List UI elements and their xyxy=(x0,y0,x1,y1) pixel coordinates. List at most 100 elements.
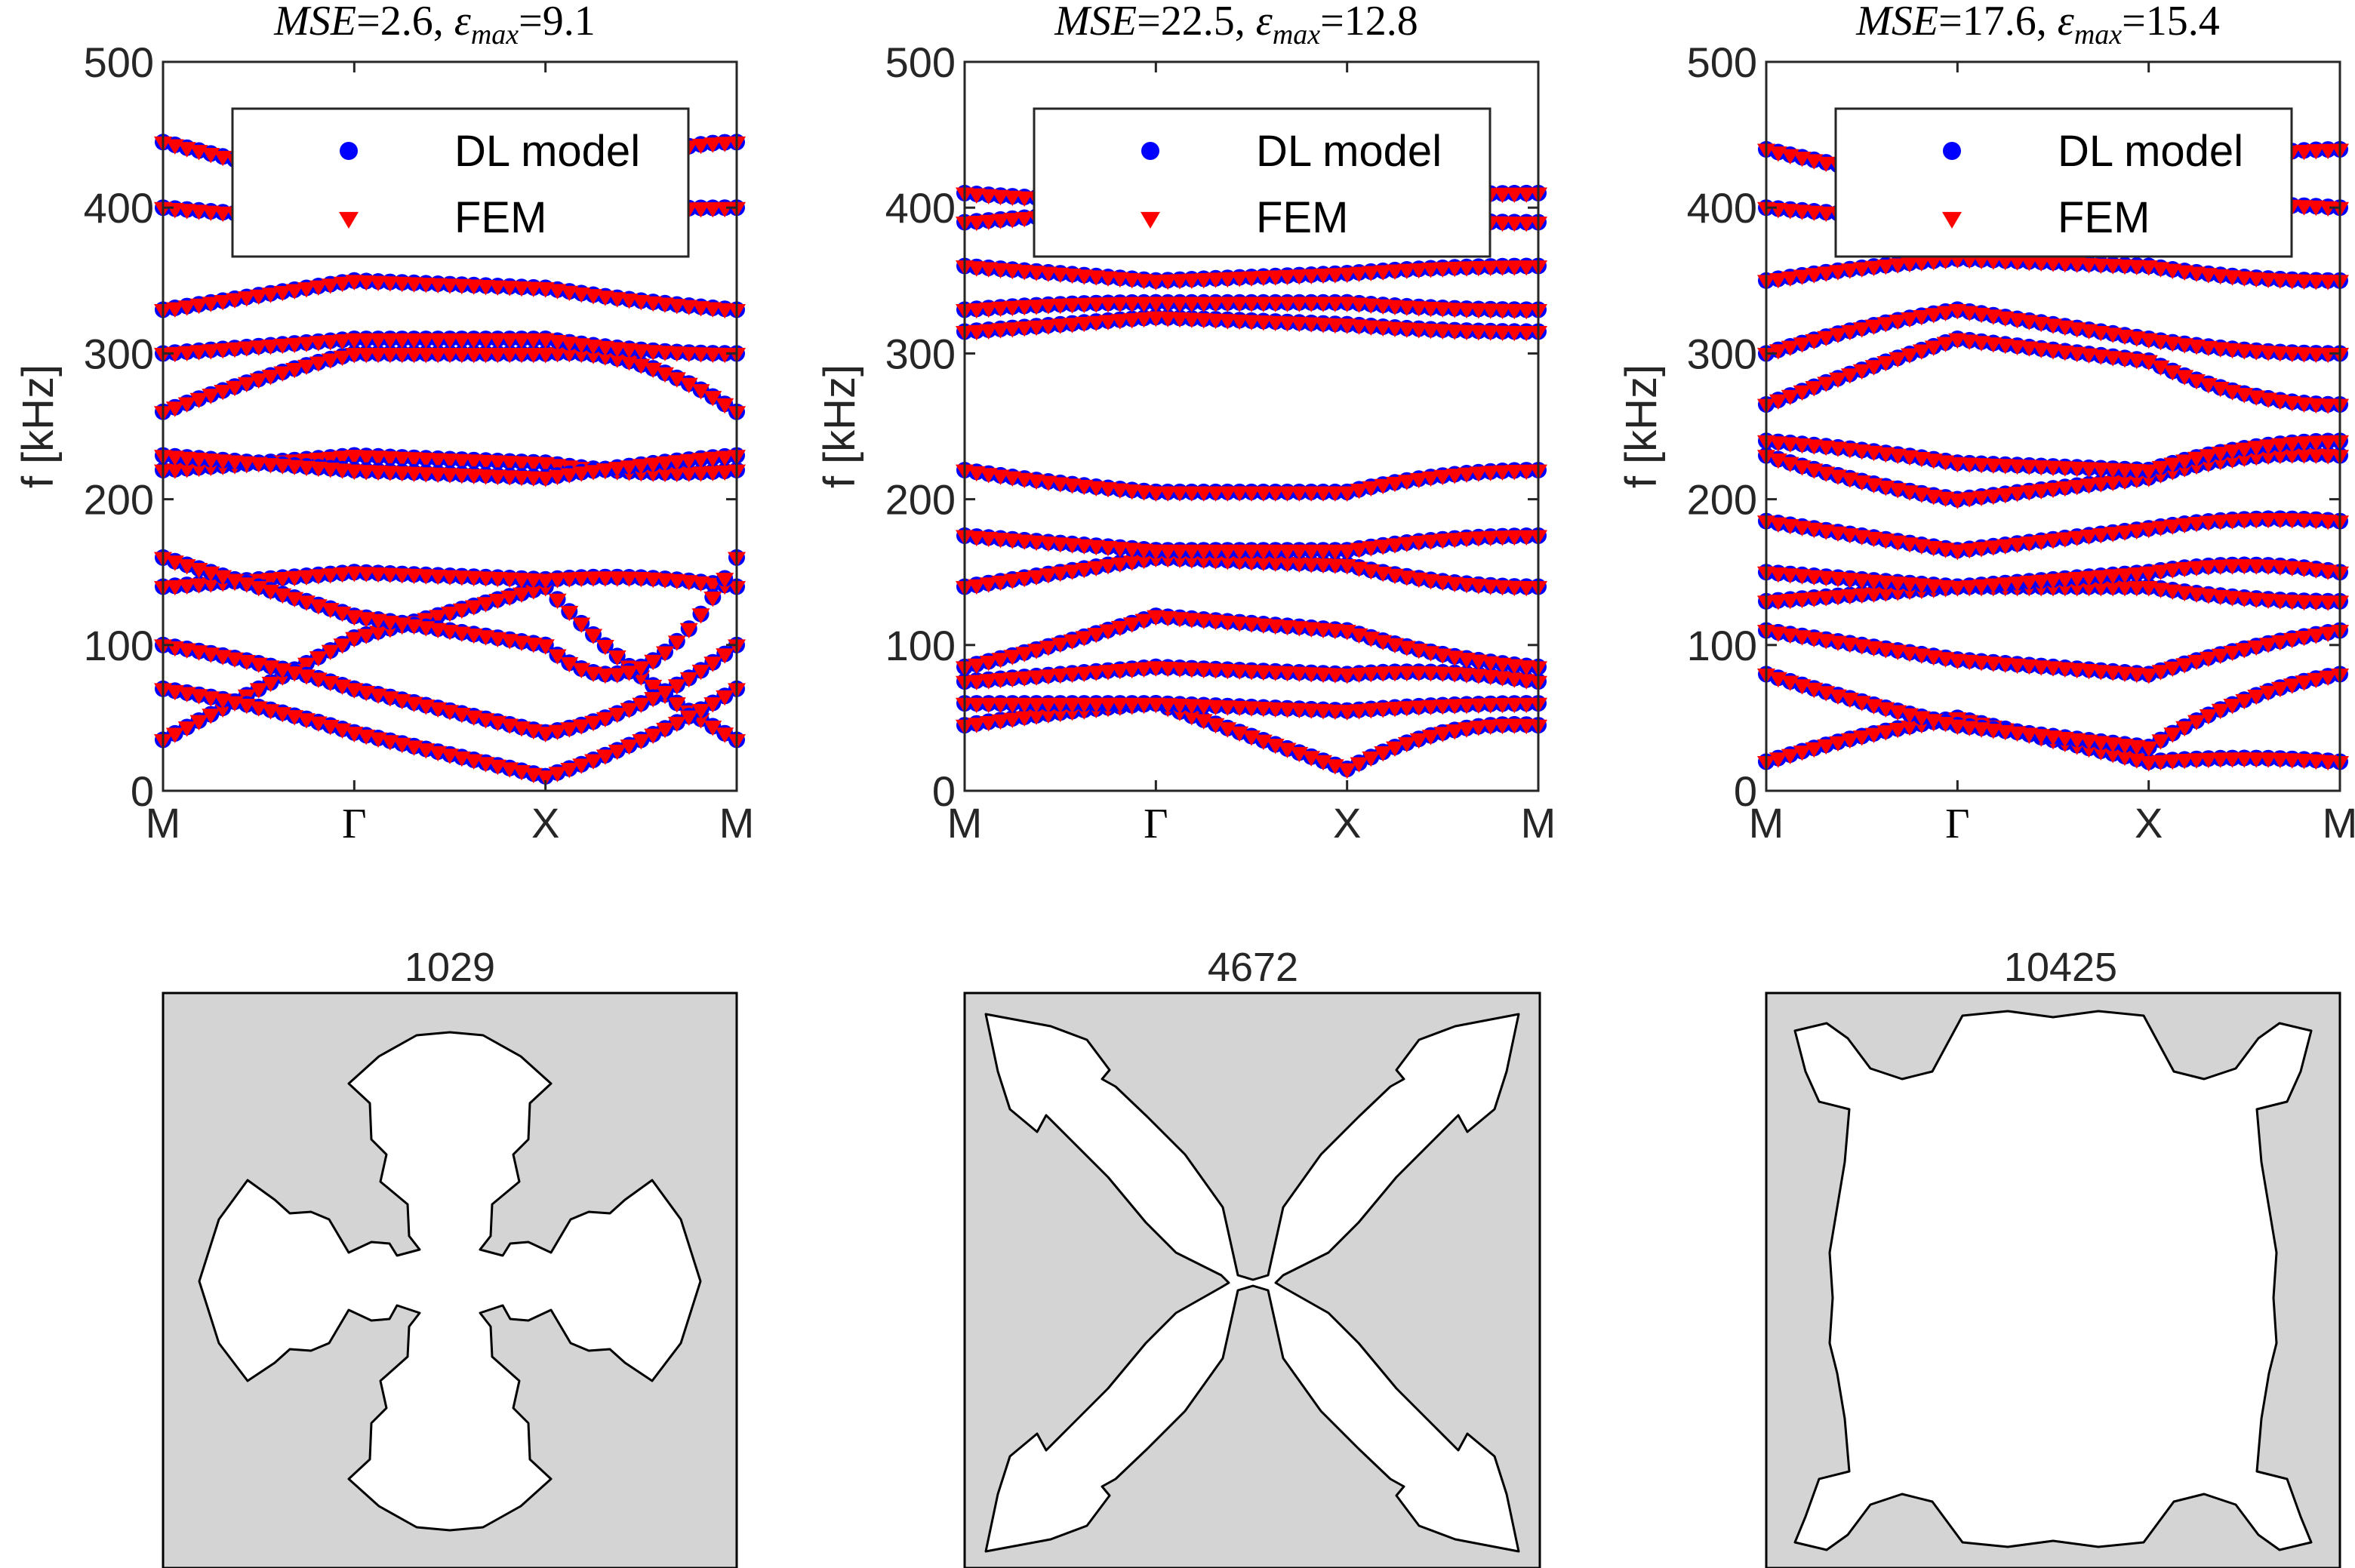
fem-point xyxy=(1829,590,1847,606)
fem-point xyxy=(500,348,519,364)
fem-point xyxy=(560,605,579,622)
fem-point xyxy=(189,461,208,478)
fem-point xyxy=(1829,572,1847,588)
fem-point xyxy=(1781,389,1799,406)
fem-point xyxy=(1781,594,1799,610)
fem-point xyxy=(1254,618,1273,634)
y-tick-label: 500 xyxy=(1687,38,1757,86)
fem-point xyxy=(261,370,280,386)
x-tick-label: X xyxy=(531,799,559,847)
fem-point xyxy=(2307,672,2326,689)
fem-point xyxy=(1936,254,1955,270)
fem-point xyxy=(691,704,710,720)
fem-point xyxy=(967,215,986,232)
fem-point xyxy=(1409,536,1428,552)
fem-band-2 xyxy=(154,683,746,786)
fem-point xyxy=(2223,343,2242,359)
fem-point xyxy=(2307,200,2326,217)
fem-point xyxy=(1481,580,1500,595)
fem-point xyxy=(1469,531,1488,547)
fem-point xyxy=(2151,521,2170,537)
fem-point xyxy=(1194,544,1213,561)
fem-point xyxy=(1051,638,1070,653)
fem-point xyxy=(2032,535,2051,551)
unit-cell-label-3: 10425 xyxy=(2004,945,2117,990)
fem-point xyxy=(2319,670,2338,687)
fem-point xyxy=(429,467,448,484)
fem-point xyxy=(2319,398,2338,414)
fem-point xyxy=(1003,650,1022,666)
fem-point xyxy=(429,570,448,586)
fem-point xyxy=(452,333,471,349)
fem-point xyxy=(1350,757,1368,773)
fem-point xyxy=(177,346,196,361)
fem-point xyxy=(249,340,268,356)
fem-point xyxy=(1278,316,1297,332)
fem-point xyxy=(979,189,998,205)
fem-point xyxy=(1254,555,1273,572)
fem-point xyxy=(656,722,674,739)
fem-point xyxy=(632,459,651,475)
fem-point xyxy=(1924,579,1943,595)
fem-point xyxy=(1051,537,1070,553)
fem-point xyxy=(716,690,734,706)
fem-point xyxy=(1147,275,1165,291)
fem-point xyxy=(2032,256,2051,272)
fem-point xyxy=(703,592,722,607)
y-tick-label: 200 xyxy=(885,476,956,524)
fem-point xyxy=(1840,573,1859,589)
fem-point xyxy=(202,709,220,724)
fem-point xyxy=(1027,709,1045,725)
fem-point xyxy=(513,456,531,472)
fem-point xyxy=(1230,616,1249,632)
fem-point xyxy=(345,464,364,480)
legend-label-fem: FEM xyxy=(2058,193,2150,242)
fem-point xyxy=(1122,697,1141,714)
fem-point xyxy=(1374,299,1393,315)
legend-label-fem: FEM xyxy=(1256,193,1348,242)
fem-point xyxy=(1325,759,1344,775)
fem-point xyxy=(1350,297,1368,313)
fem-point xyxy=(979,674,998,690)
fem-point xyxy=(297,657,316,673)
fem-point xyxy=(1015,697,1034,714)
fem-point xyxy=(560,468,579,484)
fem-point xyxy=(1278,486,1297,502)
fem-point xyxy=(979,656,998,672)
fem-point xyxy=(1901,577,1919,593)
fem-point xyxy=(2008,459,2027,475)
fem-point xyxy=(321,463,340,478)
fem-point xyxy=(237,456,256,472)
fem-point xyxy=(991,533,1010,549)
fem-point xyxy=(1015,321,1034,337)
fem-point xyxy=(1314,486,1332,502)
fem-point xyxy=(2259,559,2277,576)
fem-point xyxy=(1051,669,1070,684)
fem-point xyxy=(967,324,986,341)
fem-point xyxy=(2283,561,2301,576)
fem-point xyxy=(1171,544,1189,561)
fem-point xyxy=(2259,272,2277,289)
fem-point xyxy=(1206,614,1225,631)
fem-point xyxy=(1864,587,1883,603)
fem-point xyxy=(2295,144,2313,161)
fem-point xyxy=(226,293,244,309)
x-tick-label: M xyxy=(1749,799,1784,847)
fem-point xyxy=(1039,319,1057,335)
fem-point xyxy=(1099,665,1117,681)
fem-point xyxy=(1338,763,1356,779)
fem-point xyxy=(441,606,459,623)
fem-point xyxy=(1781,340,1799,356)
fem-point xyxy=(703,137,722,153)
fem-point xyxy=(1325,486,1344,502)
fem-point xyxy=(524,471,543,487)
fem-point xyxy=(703,466,722,481)
fem-point xyxy=(716,398,734,414)
fem-point xyxy=(2247,513,2266,529)
fem-point xyxy=(405,333,423,349)
fem-point xyxy=(500,590,519,607)
fem-point xyxy=(2151,665,2170,681)
fem-point xyxy=(1266,666,1285,681)
fem-point xyxy=(369,626,387,641)
y-tick-label: 500 xyxy=(84,38,154,86)
